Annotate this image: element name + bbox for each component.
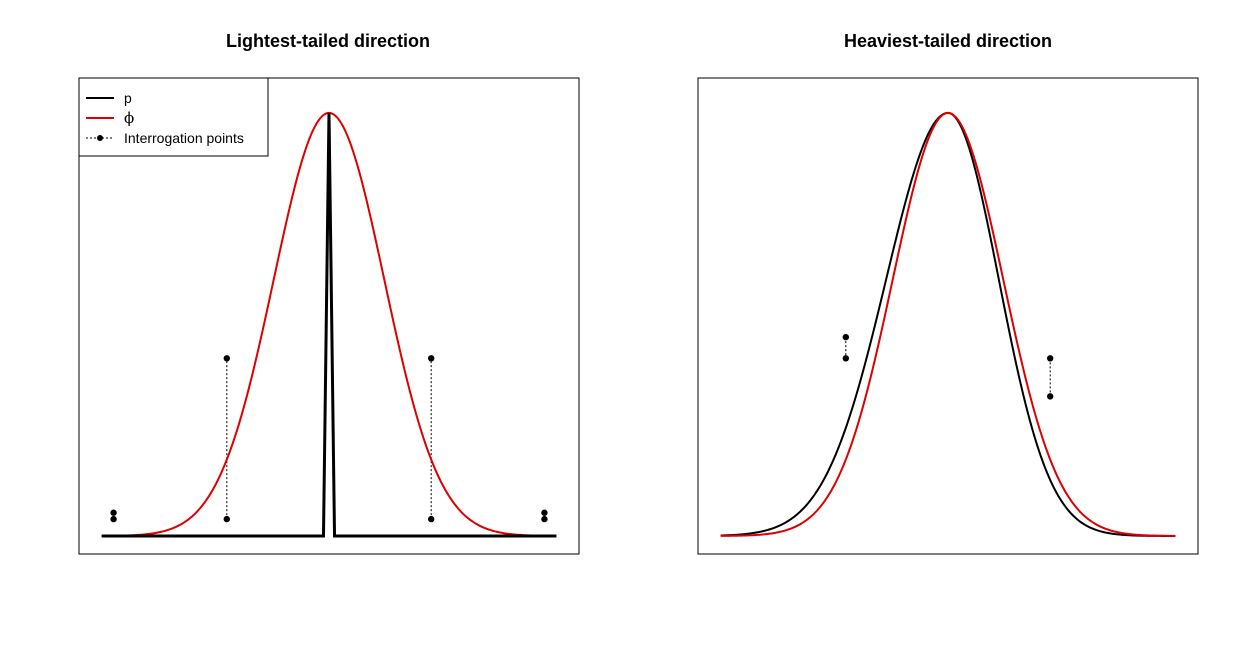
interrogation-points	[842, 333, 1054, 400]
series-line-p	[101, 112, 557, 538]
interrogation-point-phi	[427, 355, 435, 362]
interrogation-point-p	[541, 515, 548, 523]
interrogation-point-phi	[1046, 355, 1054, 362]
panel-title: Lightest-tailed direction	[226, 31, 430, 51]
interrogation-point-p	[223, 515, 231, 523]
panel-title: Heaviest-tailed direction	[844, 31, 1052, 51]
legend-label-interrogation: Interrogation points	[124, 130, 244, 146]
interrogation-point-phi	[110, 509, 117, 516]
plot-frame	[78, 77, 580, 555]
legend-label-phi: ϕ	[124, 109, 134, 127]
interrogation-point-p	[842, 333, 850, 341]
plot-frame	[697, 77, 1199, 555]
interrogation-drop-lines	[113, 358, 545, 520]
interrogation-point-p	[1046, 393, 1054, 400]
interrogation-point-phi	[541, 509, 548, 516]
series-line-phi	[720, 111, 1176, 537]
interrogation-point-p	[427, 515, 435, 523]
legend: p ϕ Interrogation points	[78, 77, 269, 157]
interrogation-points	[110, 355, 548, 523]
panel-heaviest-tailed: Heaviest-tailed direction	[697, 31, 1199, 555]
interrogation-point-phi	[842, 355, 850, 362]
legend-swatch-interrogation-point	[97, 135, 103, 141]
series-line-p	[720, 111, 1176, 537]
interrogation-point-p	[110, 515, 117, 523]
panel-lightest-tailed: Lightest-tailed direction p ϕ Interrogat…	[78, 31, 580, 555]
legend-label-p: p	[124, 90, 132, 106]
interrogation-drop-lines	[845, 337, 1051, 397]
interrogation-point-phi	[223, 355, 231, 362]
